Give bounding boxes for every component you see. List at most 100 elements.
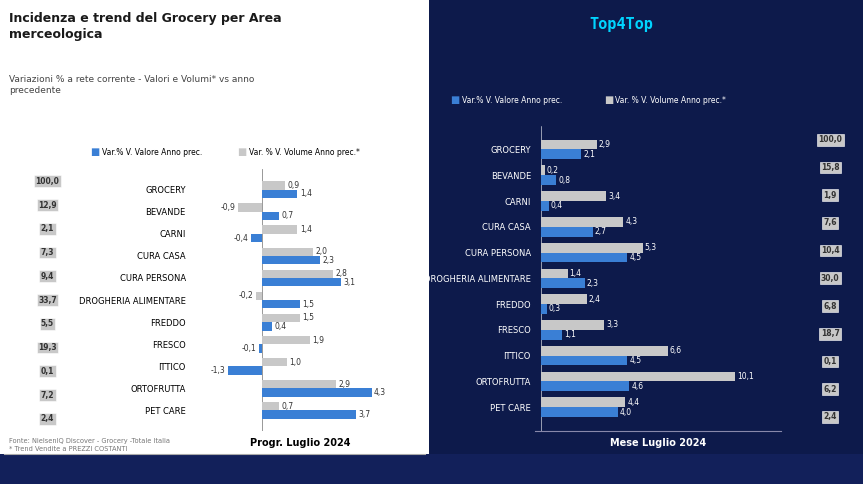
Bar	[541, 227, 593, 237]
Bar	[541, 150, 581, 159]
X-axis label: Mese Luglio 2024: Mese Luglio 2024	[610, 438, 706, 448]
Text: 10,1: 10,1	[737, 372, 753, 381]
Text: 4,3: 4,3	[626, 217, 638, 227]
Text: 1,9: 1,9	[312, 335, 324, 345]
Text: 3,4: 3,4	[608, 192, 620, 201]
Text: 33,7: 33,7	[38, 296, 57, 304]
Text: Var. % V. Volume Anno prec.*: Var. % V. Volume Anno prec.*	[249, 148, 359, 157]
Bar	[541, 372, 735, 381]
Text: Incidenza e trend del Grocery per Area
merceologica: Incidenza e trend del Grocery per Area m…	[9, 12, 281, 41]
Text: ■: ■	[450, 95, 460, 105]
Text: 0,4: 0,4	[274, 322, 287, 331]
Bar	[261, 380, 336, 388]
Bar	[261, 190, 298, 198]
Bar	[261, 300, 300, 308]
Text: 4,5: 4,5	[629, 253, 641, 262]
Text: 100,0: 100,0	[818, 135, 842, 144]
Bar	[541, 320, 604, 330]
Text: 6,6: 6,6	[670, 346, 682, 355]
Text: -1,3: -1,3	[211, 366, 226, 375]
Bar	[261, 336, 310, 344]
Bar	[541, 407, 618, 417]
Text: 2,3: 2,3	[587, 279, 599, 287]
Bar	[541, 140, 596, 150]
Bar	[238, 203, 261, 212]
Bar	[228, 366, 261, 375]
Bar	[541, 397, 626, 407]
Bar	[541, 191, 606, 201]
Text: 5,3: 5,3	[645, 243, 657, 252]
Text: 1,4: 1,4	[570, 269, 582, 278]
Bar	[541, 253, 627, 262]
Bar	[256, 292, 261, 300]
Bar	[541, 346, 668, 356]
Text: © 2024 Nielsen Consumer LLC. All Rights Reserved.: © 2024 Nielsen Consumer LLC. All Rights …	[630, 466, 803, 472]
Text: 30,0: 30,0	[821, 274, 840, 283]
Bar	[541, 356, 627, 365]
Text: 2,0: 2,0	[315, 247, 327, 256]
Text: 24: 24	[826, 464, 840, 474]
Text: NIQ: NIQ	[16, 459, 58, 479]
Text: 18,7: 18,7	[821, 329, 840, 338]
Text: 0,7: 0,7	[282, 402, 294, 411]
Text: 2,4: 2,4	[823, 412, 837, 422]
Text: 12,9: 12,9	[38, 200, 57, 210]
Bar	[261, 358, 287, 366]
Bar	[261, 270, 333, 278]
Text: -0,1: -0,1	[242, 344, 256, 353]
Bar	[541, 330, 562, 340]
Text: -0,9: -0,9	[221, 203, 236, 212]
Text: Confidential and proprietary: Confidential and proprietary	[492, 466, 587, 472]
Bar	[541, 269, 568, 278]
Text: 7,2: 7,2	[41, 391, 54, 400]
Bar	[541, 217, 623, 227]
Text: Var.% V. Valore Anno prec.: Var.% V. Valore Anno prec.	[102, 148, 202, 157]
Text: 19,3: 19,3	[38, 343, 57, 352]
Text: 1,4: 1,4	[300, 189, 312, 198]
Text: 1,5: 1,5	[302, 300, 314, 309]
Text: 6,2: 6,2	[823, 385, 837, 393]
Text: 2,3: 2,3	[323, 256, 335, 265]
Text: 2,1: 2,1	[583, 150, 595, 159]
Text: -0,2: -0,2	[239, 291, 254, 301]
Bar	[541, 175, 556, 185]
Bar	[541, 381, 629, 391]
Text: 4,3: 4,3	[374, 388, 387, 397]
Text: 6,8: 6,8	[823, 302, 837, 311]
Text: Top4Top: Top4Top	[589, 17, 653, 32]
Text: Var.% V. Valore Anno prec.: Var.% V. Valore Anno prec.	[462, 96, 562, 105]
Text: ■: ■	[237, 148, 247, 157]
Text: 2,7: 2,7	[595, 227, 607, 236]
Text: 0,2: 0,2	[546, 166, 558, 175]
Text: 2,1: 2,1	[41, 224, 54, 233]
Text: 0,4: 0,4	[551, 201, 563, 211]
Bar	[261, 322, 272, 331]
Text: 1,4: 1,4	[300, 225, 312, 234]
Text: 0,3: 0,3	[549, 304, 561, 314]
Text: ■: ■	[604, 95, 614, 105]
Bar	[261, 212, 280, 220]
Bar	[261, 278, 341, 287]
Text: 1,9: 1,9	[823, 191, 837, 199]
Text: 3,3: 3,3	[606, 320, 618, 330]
X-axis label: Progr. Luglio 2024: Progr. Luglio 2024	[249, 438, 350, 448]
Text: 2,9: 2,9	[338, 380, 350, 389]
Text: 100,0: 100,0	[35, 177, 60, 186]
Text: 0,1: 0,1	[823, 357, 837, 366]
Bar	[541, 243, 643, 253]
Text: 7,3: 7,3	[41, 248, 54, 257]
Bar	[251, 234, 261, 242]
Bar	[261, 314, 300, 322]
Text: 4,6: 4,6	[631, 382, 643, 391]
Bar	[541, 166, 545, 175]
Bar	[261, 182, 285, 190]
Text: 2,4: 2,4	[41, 414, 54, 424]
Text: 4,0: 4,0	[620, 408, 632, 417]
Bar	[541, 201, 549, 211]
Text: 3,1: 3,1	[343, 278, 356, 287]
Text: 4,4: 4,4	[627, 398, 639, 407]
Text: 5,5: 5,5	[41, 319, 54, 328]
Text: 7,6: 7,6	[823, 218, 837, 227]
Text: Variazioni % a rete corrente - Valori e Volumi* vs anno
precedente: Variazioni % a rete corrente - Valori e …	[9, 75, 254, 95]
Text: 15,8: 15,8	[821, 163, 840, 172]
